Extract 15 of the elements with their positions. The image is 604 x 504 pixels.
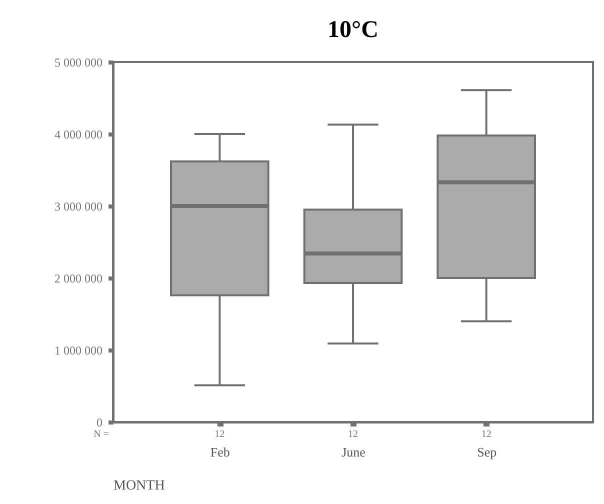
x-tick-label: Feb [210, 444, 230, 460]
text: N = [94, 429, 110, 440]
x-tick-label: Sep [477, 444, 497, 460]
y-tick-label: 0 [96, 416, 102, 430]
y-tick-label: 2 000 000 [54, 272, 102, 286]
text: 12 [348, 429, 358, 440]
y-tick-label: 4 000 000 [54, 128, 102, 142]
y-tick-label: 1 000 000 [54, 344, 102, 358]
text: 12 [481, 429, 492, 440]
y-tick-label: 3 000 000 [54, 200, 102, 214]
x-tick-label: June [342, 444, 366, 460]
chart-title: 10°C [328, 17, 378, 43]
y-tick-label: 5 000 000 [54, 56, 102, 70]
text: 12 [214, 429, 225, 440]
x-axis-title: MONTH [114, 478, 165, 494]
